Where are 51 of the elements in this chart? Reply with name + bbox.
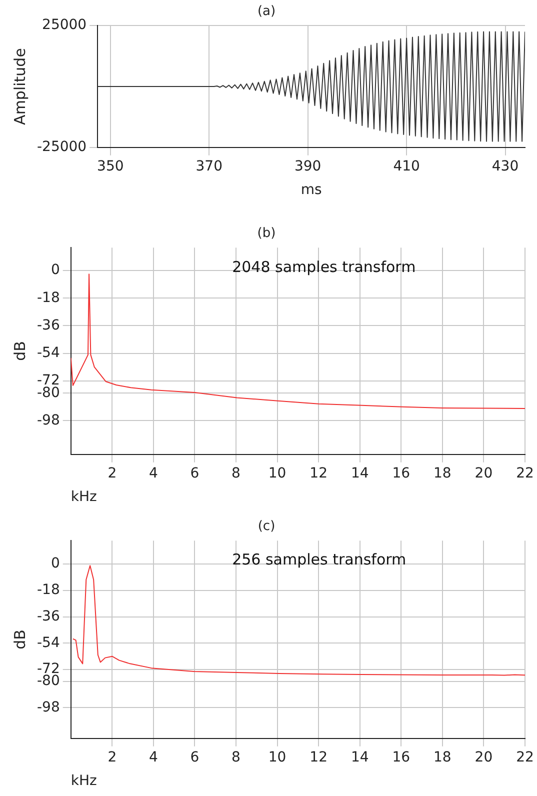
y-tick-label: -18 xyxy=(36,290,60,306)
y-tick-label: -98 xyxy=(36,699,60,716)
x-tick-label: 390 xyxy=(294,158,322,174)
y-tick-label: 25000 xyxy=(42,17,87,34)
x-tick-label: 14 xyxy=(350,749,369,766)
x-axis-title: kHz xyxy=(70,489,97,506)
chart-title: (b) xyxy=(257,226,276,242)
x-tick-label: 16 xyxy=(392,749,410,766)
x-tick-label: 14 xyxy=(350,465,369,482)
y-tick-label: -25000 xyxy=(36,139,87,156)
x-tick-label: 6 xyxy=(190,465,200,482)
x-tick-label: 4 xyxy=(148,465,158,482)
y-axis-title: dB xyxy=(10,341,29,361)
y-tick-label: 0 xyxy=(50,556,60,572)
y-tick-label: -80 xyxy=(36,384,60,401)
y-tick-label: -98 xyxy=(36,412,60,428)
y-axis-title: Amplitude xyxy=(10,48,29,125)
x-tick-label: 22 xyxy=(516,749,534,766)
x-tick-label: 16 xyxy=(392,465,410,482)
x-tick-label: 2 xyxy=(108,465,117,482)
x-tick-label: 12 xyxy=(310,749,328,766)
x-tick-label: 8 xyxy=(232,749,240,766)
x-tick-label: 4 xyxy=(148,749,158,766)
y-tick-label: -36 xyxy=(36,317,60,334)
x-tick-label: 20 xyxy=(474,465,493,482)
x-tick-label: 350 xyxy=(97,158,124,174)
x-tick-label: 6 xyxy=(190,749,200,766)
x-tick-label: 10 xyxy=(268,749,286,766)
x-tick-label: 22 xyxy=(516,465,534,482)
annotation: 2048 samples transform xyxy=(232,258,416,276)
x-tick-label: 370 xyxy=(196,158,222,174)
chart-title: (a) xyxy=(257,4,276,20)
annotation: 256 samples transform xyxy=(232,550,406,568)
x-tick-label: 18 xyxy=(434,465,452,482)
y-tick-label: -36 xyxy=(36,608,60,624)
y-axis-title: dB xyxy=(10,630,29,650)
x-tick-label: 20 xyxy=(474,749,493,766)
y-tick-label: 0 xyxy=(50,262,60,278)
chart-title: (c) xyxy=(258,519,276,534)
x-tick-label: 410 xyxy=(393,158,420,174)
x-tick-label: 18 xyxy=(434,749,452,766)
x-tick-label: 430 xyxy=(492,158,519,174)
x-axis-title: ms xyxy=(300,182,322,198)
x-tick-label: 8 xyxy=(232,465,240,482)
x-tick-label: 2 xyxy=(108,749,117,766)
x-tick-label: 10 xyxy=(268,465,286,482)
y-tick-label: -54 xyxy=(36,344,60,361)
x-tick-label: 12 xyxy=(310,465,328,482)
y-tick-label: -18 xyxy=(36,582,60,598)
x-axis-title: kHz xyxy=(70,773,97,790)
y-tick-label: -54 xyxy=(36,634,60,651)
